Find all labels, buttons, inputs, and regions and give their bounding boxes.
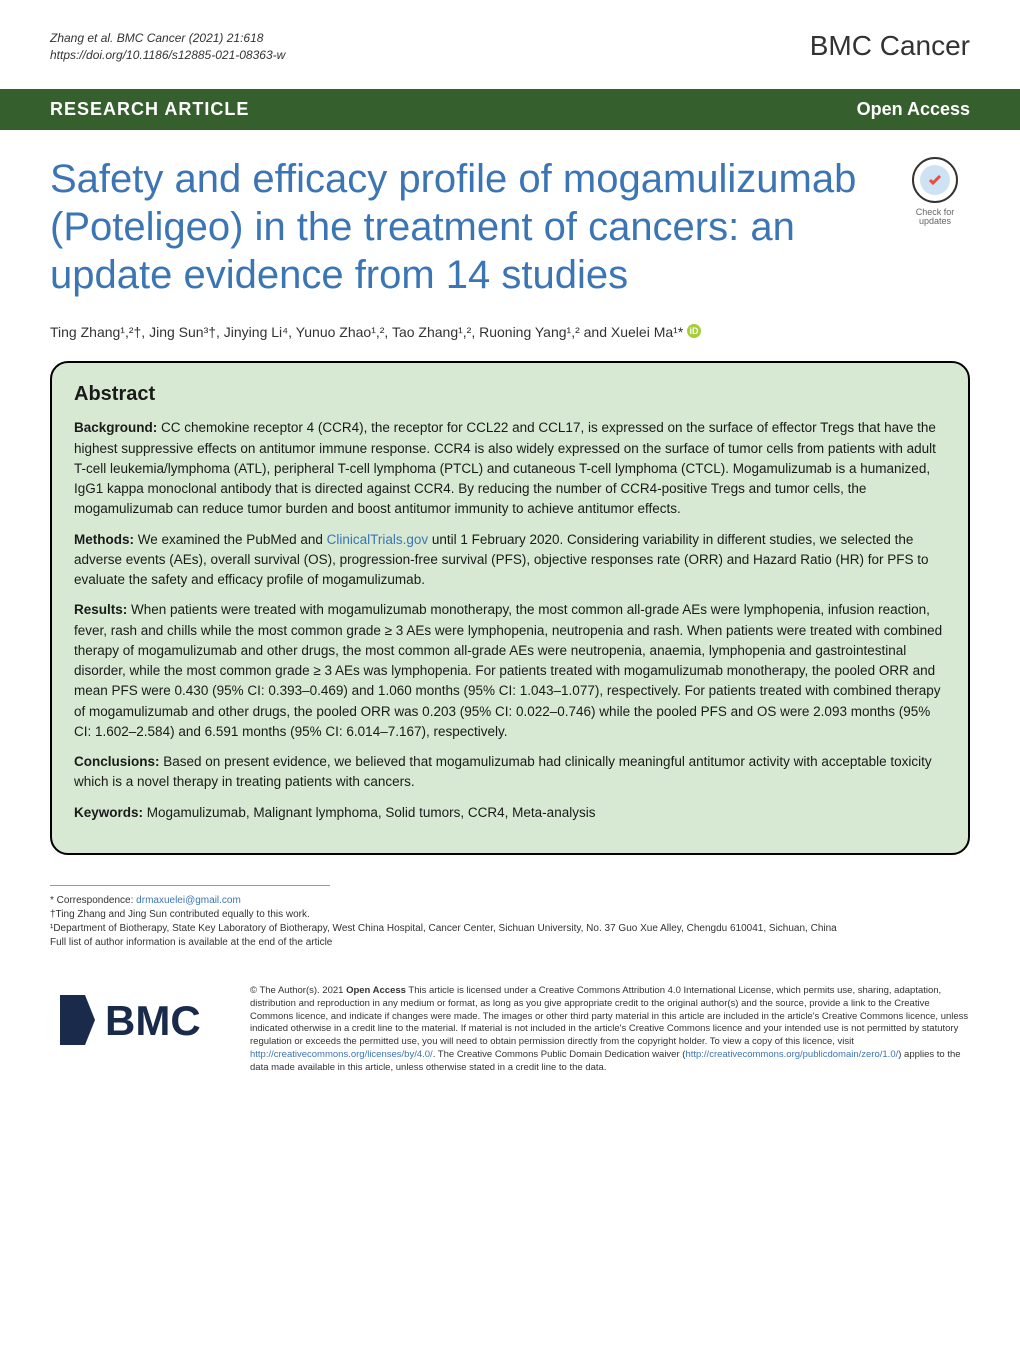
- title-section: Safety and efficacy profile of mogamuliz…: [0, 130, 1020, 309]
- header-top: Zhang et al. BMC Cancer (2021) 21:618 ht…: [50, 30, 970, 64]
- citation-line-1: Zhang et al. BMC Cancer (2021) 21:618: [50, 30, 285, 47]
- footer: * Correspondence: drmaxuelei@gmail.com †…: [0, 855, 1020, 970]
- open-access-label: Open Access: [857, 99, 970, 120]
- svg-text:iD: iD: [690, 326, 700, 336]
- authors-list: Ting Zhang¹,²†, Jing Sun³†, Jinying Li⁴,…: [0, 309, 1020, 362]
- footer-divider: [50, 885, 330, 886]
- correspondence-email[interactable]: drmaxuelei@gmail.com: [136, 895, 241, 906]
- license-text: © The Author(s). 2021 Open Access This a…: [250, 985, 970, 1075]
- abstract-keywords: Keywords: Mogamulizumab, Malignant lymph…: [74, 803, 946, 823]
- conclusions-text: Based on present evidence, we believed t…: [74, 754, 932, 789]
- abstract-box: Abstract Background: CC chemokine recept…: [50, 361, 970, 855]
- abstract-background: Background: CC chemokine receptor 4 (CCR…: [74, 418, 946, 519]
- citation-line-2: https://doi.org/10.1186/s12885-021-08363…: [50, 47, 285, 64]
- citation: Zhang et al. BMC Cancer (2021) 21:618 ht…: [50, 30, 285, 64]
- cc-license-link[interactable]: http://creativecommons.org/licenses/by/4…: [250, 1049, 433, 1060]
- cc-publicdomain-link[interactable]: http://creativecommons.org/publicdomain/…: [685, 1049, 898, 1060]
- article-type: RESEARCH ARTICLE: [50, 99, 249, 120]
- results-label: Results:: [74, 602, 127, 617]
- article-type-bar: RESEARCH ARTICLE Open Access: [0, 89, 1020, 130]
- results-text: When patients were treated with mogamuli…: [74, 602, 942, 739]
- abstract-conclusions: Conclusions: Based on present evidence, …: [74, 752, 946, 793]
- header: Zhang et al. BMC Cancer (2021) 21:618 ht…: [0, 0, 1020, 79]
- clinicaltrials-link[interactable]: ClinicalTrials.gov: [327, 532, 429, 547]
- open-access-bold: Open Access: [346, 985, 406, 996]
- abstract-heading: Abstract: [74, 383, 946, 406]
- abstract-methods: Methods: We examined the PubMed and Clin…: [74, 530, 946, 591]
- affiliation-1: ¹Department of Biotherapy, State Key Lab…: [50, 922, 970, 936]
- article-title: Safety and efficacy profile of mogamuliz…: [50, 155, 900, 299]
- background-text: CC chemokine receptor 4 (CCR4), the rece…: [74, 420, 936, 516]
- bmc-section: BMC © The Author(s). 2021 Open Access Th…: [0, 970, 1020, 1105]
- methods-text-pre: We examined the PubMed and: [134, 532, 327, 547]
- correspondence: * Correspondence: drmaxuelei@gmail.com: [50, 894, 970, 908]
- equal-contribution: †Ting Zhang and Jing Sun contributed equ…: [50, 908, 970, 922]
- check-updates-text: Check for updates: [900, 208, 970, 228]
- abstract-results: Results: When patients were treated with…: [74, 600, 946, 742]
- keywords-text: Mogamulizumab, Malignant lymphoma, Solid…: [143, 805, 595, 820]
- methods-label: Methods:: [74, 532, 134, 547]
- orcid-icon[interactable]: iD: [687, 324, 701, 341]
- crossmark-icon: [910, 155, 960, 205]
- keywords-label: Keywords:: [74, 805, 143, 820]
- check-updates-badge[interactable]: Check for updates: [900, 155, 970, 235]
- journal-name: BMC Cancer: [810, 30, 970, 62]
- conclusions-label: Conclusions:: [74, 754, 160, 769]
- bmc-text: BMC: [105, 997, 201, 1044]
- background-label: Background:: [74, 420, 157, 435]
- bmc-logo: BMC: [50, 985, 230, 1055]
- full-list-note: Full list of author information is avail…: [50, 936, 970, 950]
